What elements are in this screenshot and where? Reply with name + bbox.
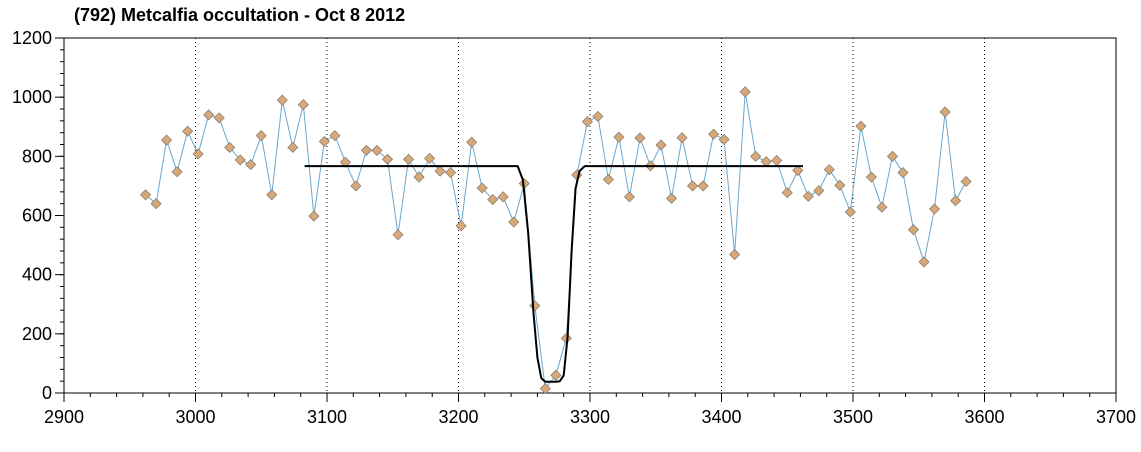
- data-point: [802, 190, 814, 202]
- data-point: [161, 134, 173, 146]
- data-point: [139, 189, 152, 201]
- x-tick-label: 3700: [1096, 407, 1136, 427]
- series-connecting-line: [145, 91, 967, 390]
- data-point: [960, 175, 972, 188]
- data-point: [476, 182, 488, 194]
- data-point: [623, 191, 636, 203]
- y-tick-label: 600: [22, 206, 52, 226]
- data-point: [318, 135, 330, 148]
- data-point: [771, 154, 783, 167]
- axes: 2900 3000 3100 3200 3300 3400 3500 3600 3700 0 200…: [12, 28, 1136, 427]
- data-point: [813, 185, 825, 197]
- data-point: [402, 153, 415, 165]
- data-point: [182, 125, 194, 137]
- data-point: [950, 195, 962, 207]
- data-point: [413, 171, 425, 183]
- data-point: [350, 180, 362, 192]
- x-tick-label: 3200: [438, 407, 478, 427]
- data-point: [508, 216, 520, 228]
- data-point: [266, 189, 278, 201]
- data-series: [139, 86, 972, 395]
- data-point: [339, 156, 351, 168]
- data-point: [886, 150, 899, 162]
- data-point: [581, 116, 593, 128]
- data-point: [939, 106, 951, 118]
- data-point: [213, 112, 225, 124]
- y-tick-label: 400: [22, 265, 52, 285]
- data-point: [466, 136, 478, 148]
- data-point: [445, 167, 457, 179]
- data-point: [592, 110, 604, 122]
- data-point: [823, 164, 835, 176]
- x-tick-label: 3300: [570, 407, 610, 427]
- data-point: [550, 369, 562, 381]
- y-tick-label: 1200: [12, 28, 52, 48]
- data-point: [371, 144, 383, 156]
- data-point: [434, 165, 446, 177]
- data-point: [529, 300, 541, 312]
- data-point: [497, 191, 509, 203]
- x-tick-label: 3500: [833, 407, 873, 427]
- data-point: [781, 187, 793, 199]
- x-tick-label: 3000: [175, 407, 215, 427]
- data-point: [276, 94, 288, 106]
- model-curve: [304, 165, 803, 383]
- data-point: [287, 141, 299, 154]
- x-tick-label: 3600: [964, 407, 1004, 427]
- data-point: [392, 229, 404, 241]
- data-point: [234, 154, 246, 166]
- y-tick-label: 200: [22, 324, 52, 344]
- x-tick-label: 3100: [307, 407, 347, 427]
- data-point: [329, 130, 341, 142]
- data-point: [255, 130, 267, 142]
- data-point: [487, 193, 499, 206]
- data-point: [865, 171, 877, 183]
- data-point: [876, 201, 888, 213]
- x-tick-label: 3400: [701, 407, 741, 427]
- data-point: [897, 167, 909, 179]
- data-point: [687, 180, 699, 192]
- data-point: [171, 166, 183, 178]
- data-point: [697, 180, 709, 192]
- data-point: [297, 98, 309, 111]
- y-tick-label: 800: [22, 146, 52, 166]
- data-point: [792, 164, 804, 177]
- y-tick-label: 0: [42, 383, 52, 403]
- plot-frame: [63, 37, 1117, 394]
- data-point: [634, 132, 646, 144]
- data-point: [224, 141, 236, 154]
- data-point: [602, 173, 614, 185]
- data-point: [360, 144, 373, 156]
- data-point: [918, 256, 930, 268]
- data-point: [308, 210, 320, 222]
- data-point: [708, 128, 720, 140]
- data-point: [676, 132, 688, 144]
- data-point: [665, 192, 678, 204]
- data-point: [718, 133, 730, 146]
- data-point: [381, 153, 394, 165]
- data-point: [855, 120, 867, 132]
- data-point: [729, 248, 741, 261]
- data-point: [245, 159, 257, 171]
- data-point: [424, 152, 436, 164]
- data-point: [907, 224, 920, 236]
- data-point: [613, 131, 625, 143]
- data-point: [739, 86, 751, 98]
- data-point: [203, 109, 215, 121]
- data-point: [192, 148, 204, 160]
- model-fit-line: [304, 165, 803, 383]
- data-point: [655, 139, 667, 151]
- data-point: [750, 150, 762, 162]
- data-point: [455, 220, 467, 232]
- chart-title: (792) Metcalfia occultation - Oct 8 2012: [74, 5, 406, 25]
- data-point: [834, 179, 846, 191]
- data-point: [539, 382, 551, 395]
- data-point: [928, 203, 941, 215]
- y-tick-label: 1000: [12, 87, 52, 107]
- data-point: [844, 206, 856, 218]
- data-point: [150, 198, 162, 210]
- x-tick-label: 2900: [44, 407, 84, 427]
